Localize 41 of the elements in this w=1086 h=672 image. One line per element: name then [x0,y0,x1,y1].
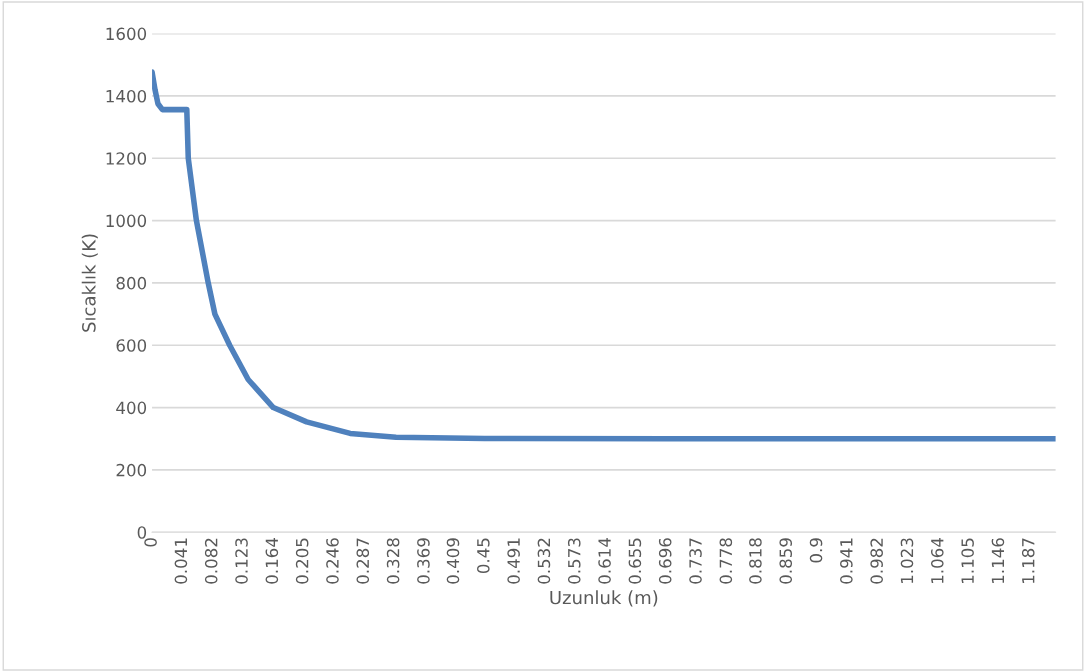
x-tick-label: 0.614 [598,538,611,584]
x-tick-label: 0.45 [477,538,490,574]
x-tick-label: 0 [144,538,157,547]
x-tick-label: 0.246 [326,538,339,584]
x-tick-label: 0.982 [870,538,883,584]
x-tick-label: 1.023 [900,538,914,583]
y-axis-title: Sıcaklık (K) [81,234,98,332]
x-tick-label: 0.941 [840,538,853,584]
x-tick-label: 1.187 [1021,538,1035,583]
y-tick-label: 1400 [106,89,147,103]
y-tick-label: 0 [137,526,147,539]
y-tick-label: 1200 [106,152,147,165]
x-tick-label: 1.105 [961,538,974,583]
x-tick-label: 0.164 [265,538,279,584]
x-tick-label: 0.205 [295,538,309,584]
x-axis-title: Uzunluk (m) [550,590,658,607]
x-tick-label: 0.041 [174,538,188,584]
x-tick-label: 0.573 [567,538,581,584]
x-tick-label: 0.696 [658,538,672,584]
x-tick-label: 0.491 [507,538,520,584]
x-tick-label: 0.369 [417,538,430,584]
x-tick-label: 0.859 [779,538,793,584]
x-tick-label: 0.287 [356,538,370,584]
x-tick-label: 0.9 [809,538,823,563]
y-tick-label: 800 [116,276,147,290]
x-tick-label: 0.778 [719,538,733,584]
x-tick-label: 0.655 [628,538,642,584]
x-tick-label: 0.409 [446,538,460,584]
x-tick-label: 0.737 [689,538,702,584]
x-tick-label: 0.818 [749,538,762,584]
y-tick-label: 1600 [106,27,147,41]
x-tick-label: 0.123 [235,538,248,584]
x-tick-label: 0.532 [537,538,551,584]
y-tick-label: 600 [116,339,147,352]
x-tick-label: 1.064 [931,538,944,583]
x-tick-label: 0.328 [386,538,400,584]
y-tick-label: 400 [116,401,147,415]
y-tick-label: 200 [116,463,147,477]
x-tick-label: 0.082 [204,538,218,584]
x-tick-label: 1.146 [991,538,1005,583]
y-tick-label: 1000 [106,214,147,228]
